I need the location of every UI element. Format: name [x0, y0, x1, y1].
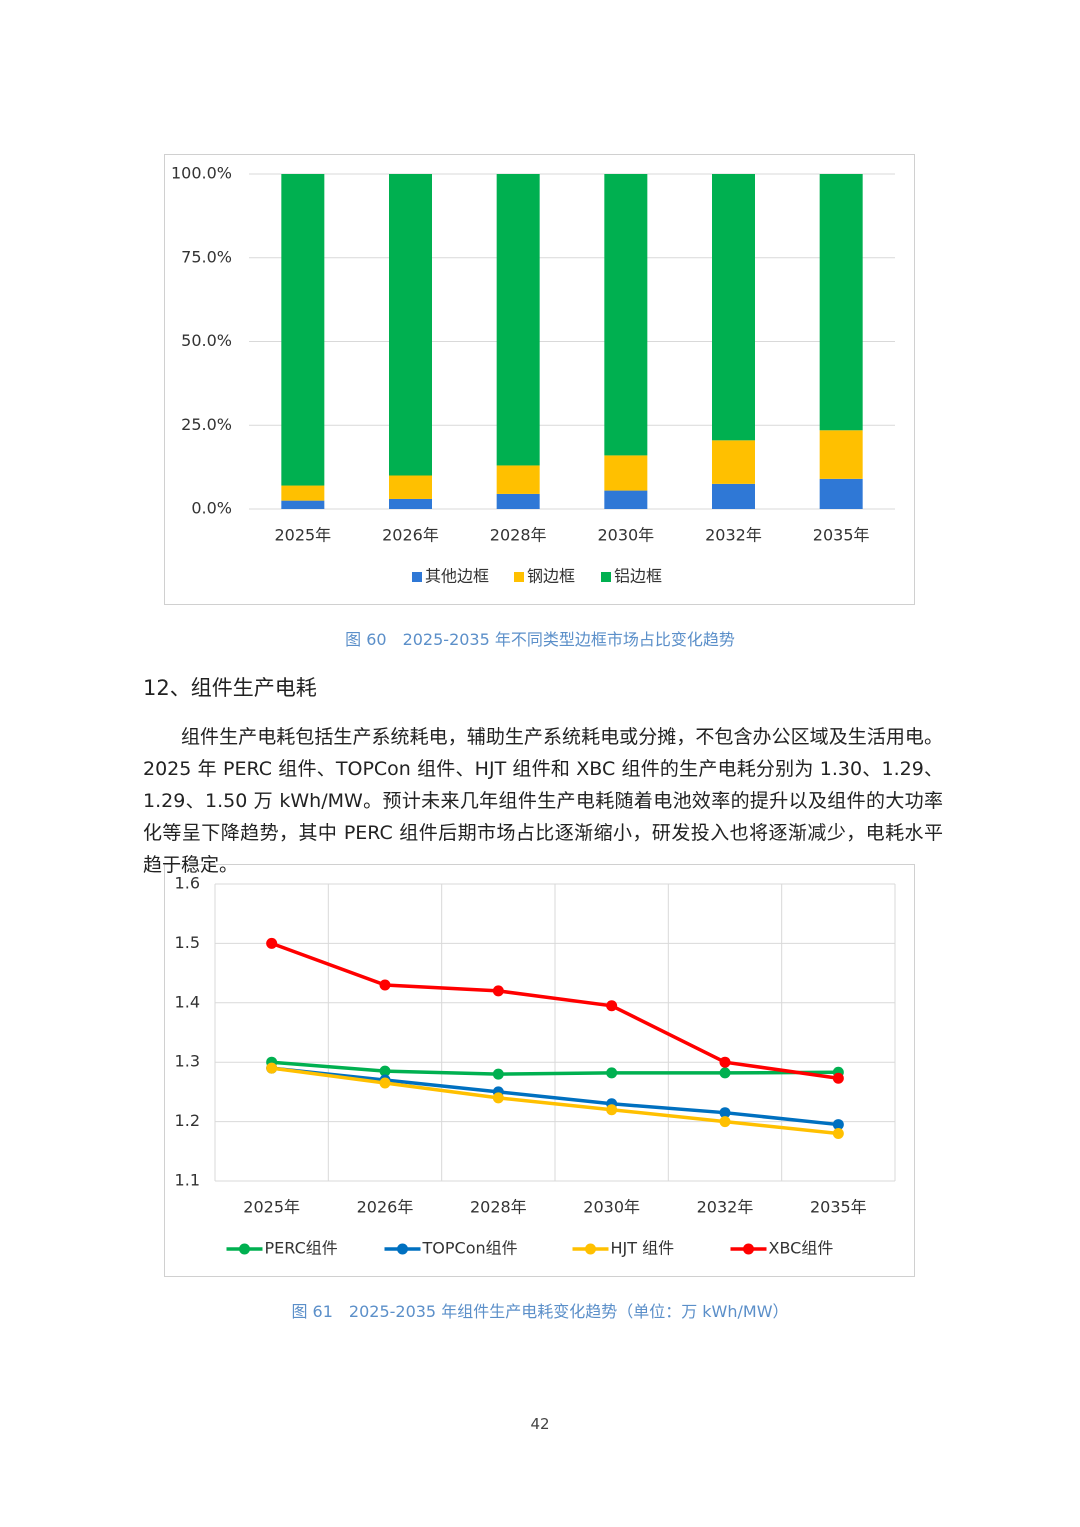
x-tick-label: 2030年 — [597, 526, 654, 545]
x-tick-label: 2035年 — [810, 1198, 867, 1217]
page-number: 42 — [530, 1415, 550, 1433]
legend-label: 其他边框 — [425, 567, 489, 586]
x-tick-label: 2030年 — [583, 1198, 640, 1217]
bar-segment — [496, 493, 540, 509]
legend-marker — [397, 1243, 408, 1255]
point — [832, 1127, 844, 1139]
legend-swatch — [514, 572, 524, 582]
bar-segment — [819, 478, 863, 509]
bar-segment — [604, 455, 648, 491]
line — [271, 941, 839, 1080]
x-tick-label: 2032年 — [705, 526, 762, 545]
point — [492, 985, 504, 997]
x-tick-label: 2026年 — [382, 526, 439, 545]
y-tick-label: 100.0% — [171, 164, 232, 183]
bar-segment — [281, 174, 325, 486]
y-tick-label: 1.5 — [175, 933, 200, 952]
bar-segment — [712, 483, 755, 509]
legend-label: PERC组件 — [265, 1239, 338, 1258]
legend-marker — [239, 1243, 250, 1255]
point — [832, 1119, 844, 1131]
y-tick-label: 1.2 — [175, 1111, 200, 1130]
line — [271, 1066, 839, 1136]
y-tick-label: 0.0% — [191, 499, 232, 518]
caption: 图 60 2025-2035 年不同类型边框市场占比变化趋势 — [345, 630, 735, 649]
bar-segment — [819, 430, 863, 479]
heading: 12、组件生产电耗 — [143, 676, 317, 700]
point — [606, 1000, 618, 1012]
y-tick-label: 1.1 — [175, 1171, 200, 1190]
point — [492, 1092, 504, 1104]
bar-segment — [496, 174, 540, 466]
point — [492, 1068, 504, 1080]
bar-segment — [819, 174, 863, 431]
bar-segment — [281, 485, 325, 501]
bar-segment — [389, 475, 432, 499]
point — [719, 1056, 731, 1068]
caption: 图 61 2025-2035 年组件生产电耗变化趋势（单位：万 kWh/MW） — [291, 1302, 789, 1321]
legend-label: TOPCon组件 — [422, 1239, 518, 1258]
x-tick-label: 2025年 — [243, 1198, 300, 1217]
y-tick-label: 50.0% — [181, 331, 232, 350]
legend-swatch — [601, 572, 611, 582]
legend-swatch — [412, 572, 422, 582]
y-tick-label: 1.6 — [175, 874, 200, 893]
legend-label: HJT 组件 — [611, 1239, 675, 1258]
legend-label: 铝边框 — [614, 567, 662, 586]
bar-segment — [389, 498, 432, 509]
x-tick-label: 2032年 — [697, 1198, 754, 1217]
bar-segment — [712, 174, 755, 441]
point — [379, 1077, 391, 1089]
bar-segment — [604, 490, 648, 509]
point — [719, 1107, 731, 1119]
bar-segment — [712, 440, 755, 484]
point — [606, 1067, 618, 1079]
point — [379, 1065, 391, 1077]
legend-marker — [585, 1243, 596, 1255]
bar-segment — [389, 174, 432, 476]
point — [719, 1067, 731, 1079]
y-tick-label: 1.4 — [175, 992, 200, 1011]
bar-segment — [496, 465, 540, 494]
y-tick-label: 75.0% — [181, 247, 232, 266]
point — [266, 937, 278, 949]
line — [271, 1066, 839, 1127]
x-tick-label: 2035年 — [813, 526, 870, 545]
x-tick-label: 2026年 — [357, 1198, 414, 1217]
point — [379, 979, 391, 991]
legend-label: XBC组件 — [769, 1239, 834, 1258]
legend-label: 钢边框 — [527, 567, 575, 586]
line — [271, 1060, 839, 1076]
point — [266, 1062, 278, 1074]
y-tick-label: 25.0% — [181, 415, 232, 434]
bar-segment — [281, 500, 325, 509]
y-tick-label: 1.3 — [175, 1052, 200, 1071]
point — [719, 1116, 731, 1128]
x-tick-label: 2028年 — [490, 526, 547, 545]
point — [832, 1072, 844, 1084]
bar-segment — [604, 174, 648, 456]
x-tick-label: 2028年 — [470, 1198, 527, 1217]
x-tick-label: 2025年 — [274, 526, 331, 545]
legend-marker — [743, 1243, 754, 1255]
paragraph: 组件生产电耗包括生产系统耗电，辅助生产系统耗电或分摊，不包含办公区域及生活用电。… — [143, 726, 943, 876]
point — [606, 1104, 618, 1116]
